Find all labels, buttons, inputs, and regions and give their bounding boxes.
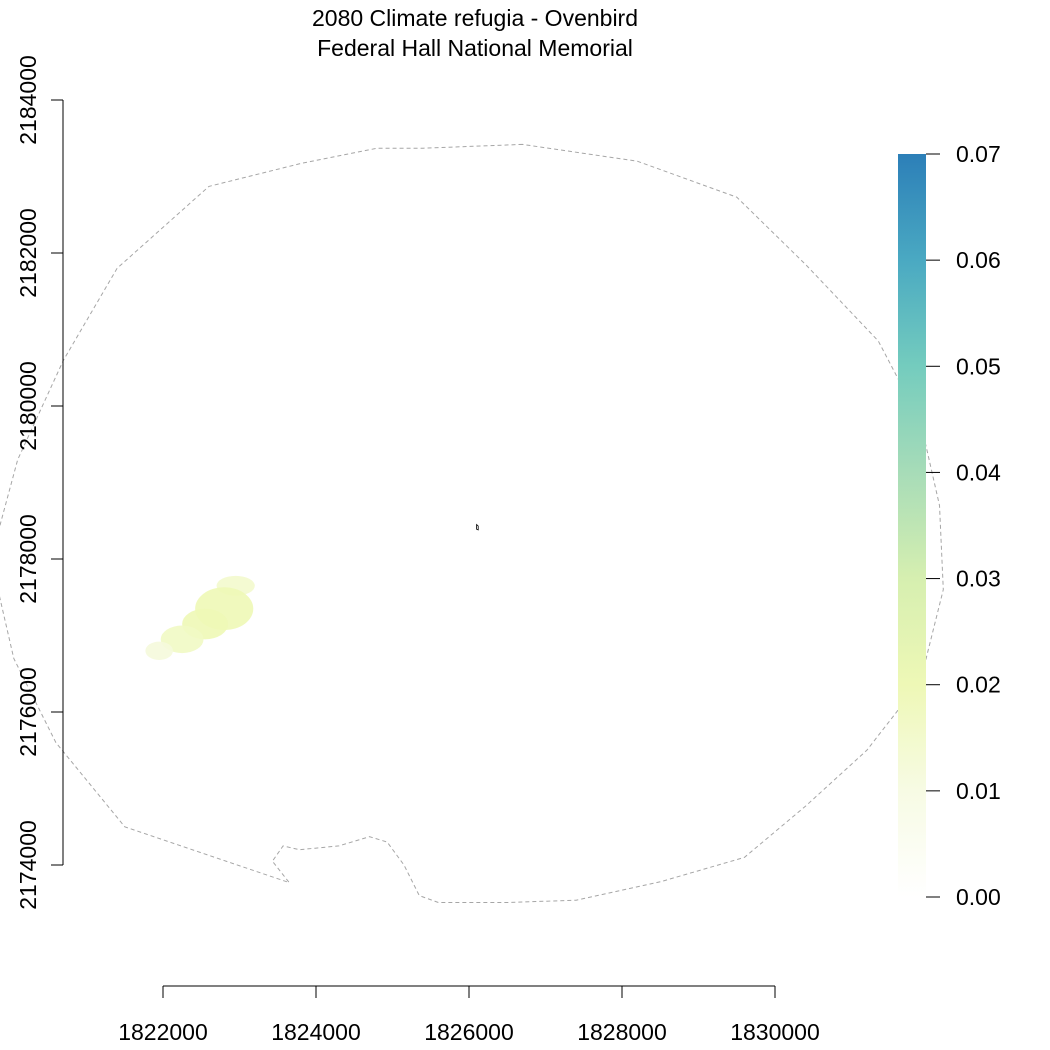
- study-area-boundary: [0, 143, 944, 903]
- refugia-cell: [160, 625, 204, 654]
- y-tick-label: 2180000: [15, 361, 41, 451]
- y-tick-label: 2182000: [15, 208, 41, 298]
- chart-subtitle: Federal Hall National Memorial: [317, 35, 633, 61]
- y-tick-label: 2178000: [15, 514, 41, 604]
- y-tick-label: 2174000: [15, 820, 41, 910]
- x-tick-label: 1822000: [118, 1019, 208, 1045]
- colorbar-tick-label: 0.00: [956, 884, 1001, 910]
- colorbar-legend: 0.00 0.01 0.02 0.03 0.04 0.05 0.06 0.07: [898, 141, 1001, 910]
- park-boundary: [476, 523, 479, 531]
- colorbar-tick-label: 0.06: [956, 247, 1001, 273]
- refugia-cell: [145, 641, 173, 660]
- x-tick-label: 1826000: [424, 1019, 514, 1045]
- refugia-raster-layer: [145, 575, 255, 660]
- y-tick-label: 2176000: [15, 667, 41, 757]
- colorbar-tick-label: 0.01: [956, 778, 1001, 804]
- x-tick-label: 1824000: [271, 1019, 361, 1045]
- x-axis: 1822000 1824000 1826000 1828000 1830000: [118, 985, 820, 1045]
- y-tick-label: 2184000: [15, 55, 41, 145]
- colorbar-tick-label: 0.04: [956, 459, 1001, 485]
- chart-title: 2080 Climate refugia - Ovenbird: [312, 5, 638, 31]
- x-tick-label: 1830000: [730, 1019, 820, 1045]
- x-tick-label: 1828000: [577, 1019, 667, 1045]
- colorbar-tick-label: 0.05: [956, 353, 1001, 379]
- colorbar-gradient: [898, 154, 926, 897]
- colorbar-tick-label: 0.03: [956, 566, 1001, 592]
- y-axis: 2174000 2176000 2178000 2180000 2182000 21840…: [15, 55, 64, 910]
- colorbar-tick-label: 0.07: [956, 141, 1001, 167]
- colorbar-tick-label: 0.02: [956, 672, 1001, 698]
- boundary-layer: [0, 143, 944, 903]
